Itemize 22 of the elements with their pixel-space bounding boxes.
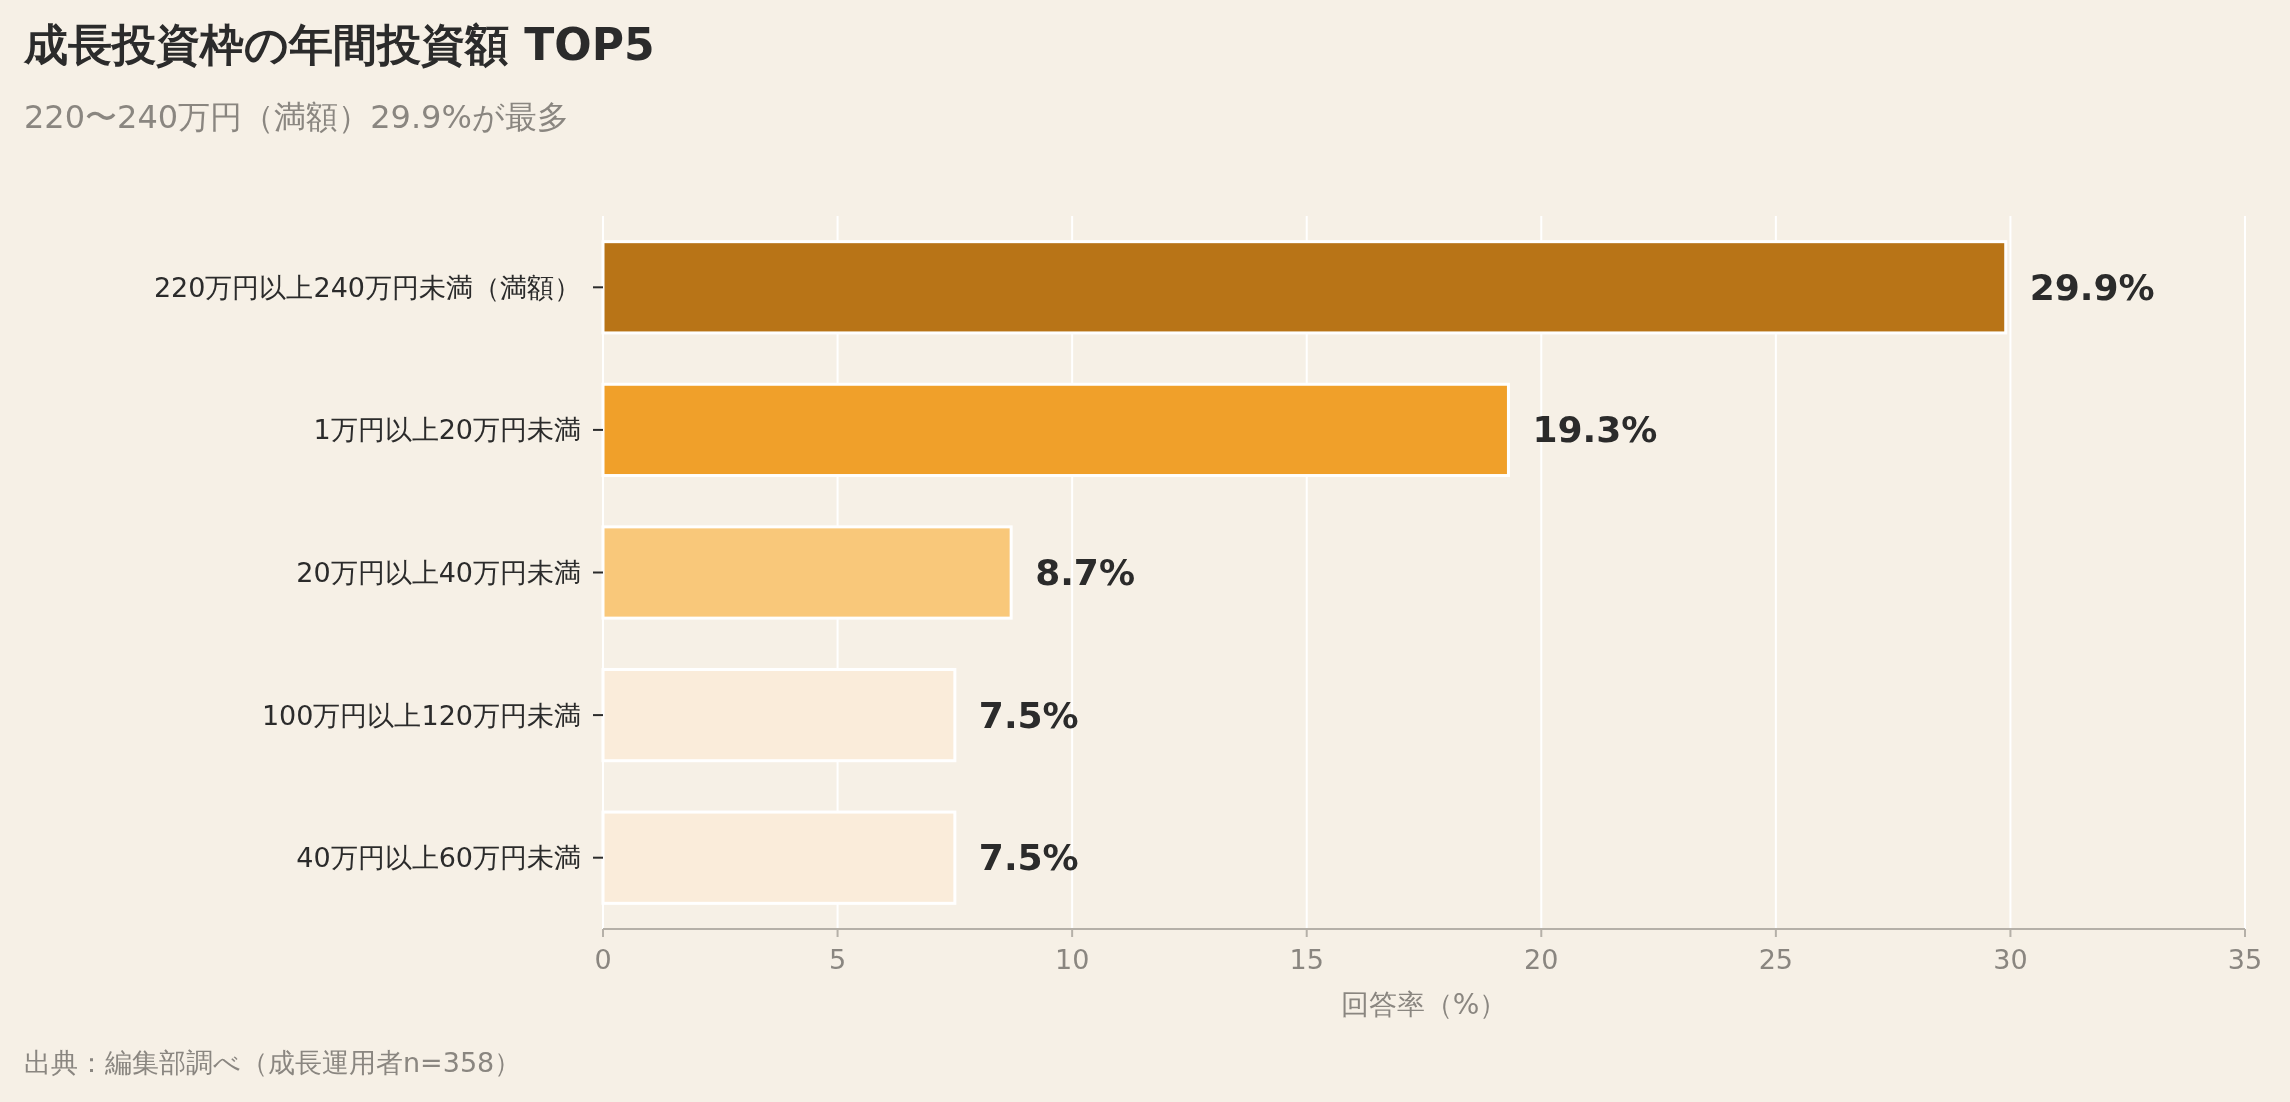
x-tick-label: 0: [594, 944, 612, 975]
data-label: 7.5%: [978, 694, 1079, 736]
x-axis-title: 回答率（%）: [1340, 988, 1508, 1021]
source-note: 出典：編集部調べ（成長運用者n=358）: [24, 1047, 522, 1078]
y-tick-label: 40万円以上60万円未満: [296, 842, 581, 874]
text: 220〜240万円（満額）29.9%が最多: [24, 98, 569, 136]
y-tick-label: 100万円以上120万円未満: [261, 699, 581, 731]
data-label: 19.3%: [1532, 409, 1658, 451]
x-tick-label: 5: [828, 944, 847, 975]
y-tick-label: 1万円以上20万円未満: [313, 414, 581, 446]
data-label: 8.7%: [1035, 552, 1135, 593]
chart-title: 成長投資枠の年間投資額 TOP5: [23, 19, 655, 70]
y-tick-label: 220万円以上240万円未満（満額）: [153, 271, 581, 303]
data-label: 29.9%: [2029, 266, 2155, 308]
data-label: 7.5%: [978, 837, 1079, 879]
x-tick-label: 35: [2227, 944, 2263, 975]
x-tick-label: 10: [1054, 944, 1090, 975]
y-tick-label: 20万円以上40万円未満: [296, 557, 581, 588]
x-tick-label: 30: [1993, 944, 2028, 975]
x-tick-label: 25: [1758, 944, 1794, 975]
x-tick-label: 15: [1289, 944, 1324, 975]
x-tick-label: 20: [1524, 944, 1559, 975]
